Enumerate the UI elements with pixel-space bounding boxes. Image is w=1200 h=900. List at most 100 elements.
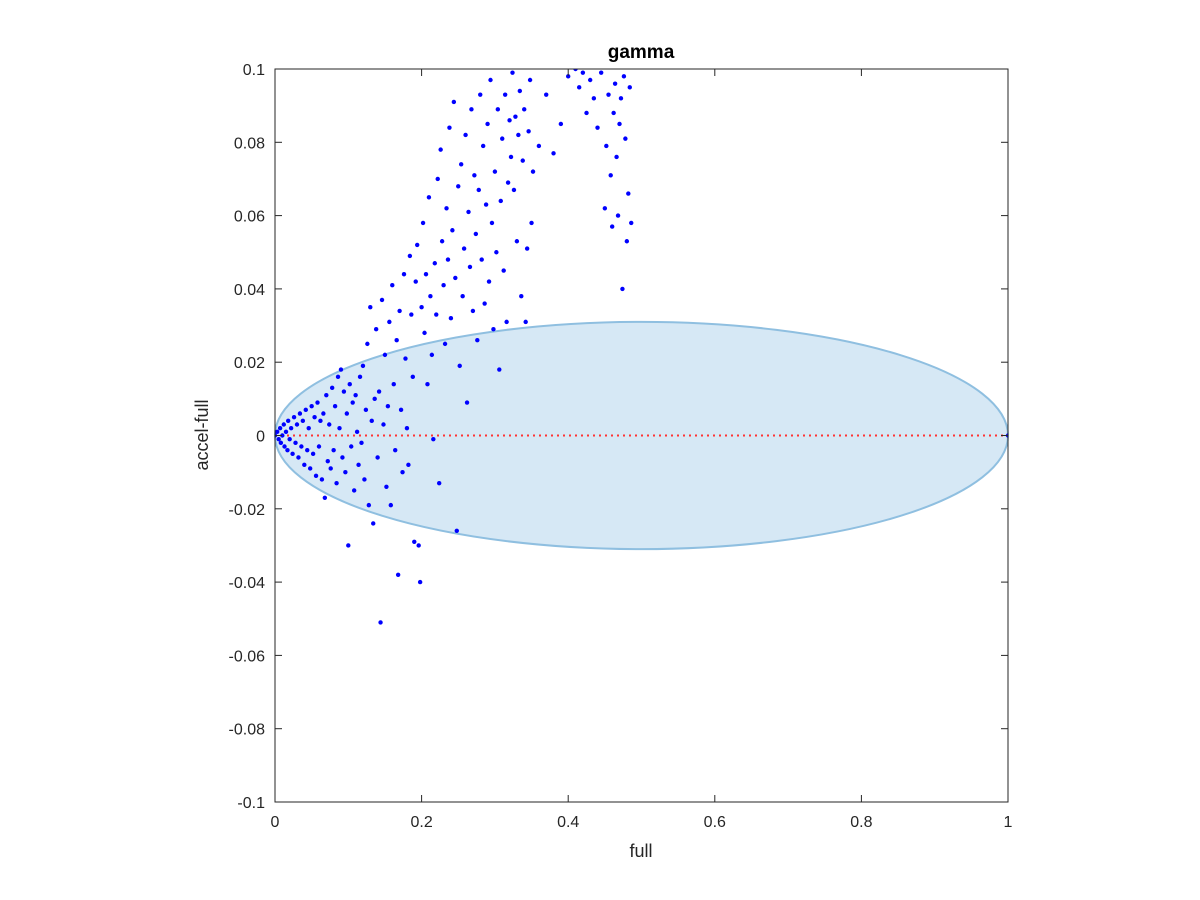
data-point [627, 85, 632, 90]
data-point [335, 374, 341, 380]
data-point [456, 184, 461, 189]
data-point [375, 455, 380, 460]
x-tick-label: 0.6 [704, 814, 726, 831]
data-point [573, 69, 578, 72]
y-tick-label: 0 [256, 429, 265, 446]
data-point [558, 121, 564, 127]
data-point [523, 319, 528, 325]
data-point [480, 143, 486, 149]
data-point [332, 403, 338, 409]
data-point [621, 74, 627, 79]
data-point [432, 261, 437, 266]
x-tick-label: 0.8 [850, 814, 872, 831]
data-point [442, 341, 448, 347]
data-point [482, 301, 487, 306]
data-point [626, 191, 631, 196]
data-point [434, 312, 439, 317]
data-point [334, 480, 339, 486]
data-point [461, 246, 467, 251]
data-point [297, 411, 303, 416]
data-point [376, 389, 382, 394]
data-point [580, 70, 586, 75]
data-point [296, 455, 301, 460]
data-point [472, 173, 477, 178]
data-point [604, 143, 609, 149]
data-point [302, 462, 307, 468]
data-point [382, 352, 388, 358]
data-point [275, 429, 280, 435]
data-point [435, 176, 440, 182]
data-point [530, 169, 536, 174]
data-point [400, 469, 405, 475]
data-point [390, 283, 395, 288]
x-tick-label: 0.4 [557, 814, 579, 831]
data-point [458, 162, 464, 167]
data-point [448, 316, 454, 321]
data-point [398, 407, 404, 413]
data-point [617, 121, 622, 127]
data-point [303, 407, 308, 413]
data-point [507, 118, 512, 123]
data-point [453, 275, 458, 281]
data-point [397, 308, 402, 314]
data-point [307, 466, 313, 471]
y-tick-label: 0.08 [234, 135, 265, 152]
data-point [467, 264, 473, 270]
data-point [280, 433, 285, 438]
data-point [445, 257, 451, 262]
data-point [413, 279, 418, 284]
data-point [363, 407, 369, 413]
data-point [362, 477, 367, 482]
data-point [536, 143, 542, 149]
data-point [504, 319, 509, 325]
data-point [510, 70, 515, 75]
data-point [360, 363, 366, 369]
data-point [473, 231, 479, 237]
data-point [394, 338, 399, 343]
data-point [328, 466, 333, 471]
data-point [283, 429, 289, 435]
data-point [306, 425, 311, 431]
data-point [341, 389, 347, 394]
data-point [285, 447, 290, 453]
data-point [624, 239, 630, 244]
data-point [602, 206, 608, 211]
data-point [282, 444, 287, 449]
x-axis-label: full [629, 841, 652, 861]
data-point [478, 92, 483, 97]
data-point [410, 374, 416, 380]
x-tick-label: 0 [271, 814, 280, 831]
chart-title: gamma [608, 42, 675, 63]
data-point [368, 305, 373, 310]
data-point [517, 88, 523, 94]
data-point [615, 213, 621, 218]
data-point [495, 107, 501, 112]
data-point [324, 392, 329, 398]
data-point [587, 77, 593, 83]
data-point [551, 151, 556, 156]
data-point [354, 429, 360, 435]
data-point [287, 436, 292, 442]
data-point [309, 403, 314, 409]
data-point [614, 154, 619, 160]
data-point [346, 543, 351, 548]
data-point [425, 381, 430, 387]
data-point [457, 363, 462, 369]
data-point [522, 107, 527, 112]
data-point [300, 418, 306, 424]
data-point [369, 418, 374, 424]
data-point [316, 444, 322, 449]
data-point [494, 250, 499, 255]
data-point [454, 528, 459, 533]
y-tick-label: 0.02 [234, 355, 265, 372]
data-point [629, 220, 634, 226]
data-point [373, 327, 379, 332]
data-point [463, 132, 468, 138]
data-point [501, 268, 506, 273]
data-point [321, 411, 326, 416]
data-point [609, 224, 615, 229]
data-point [347, 381, 352, 387]
data-point [393, 447, 398, 453]
data-point [591, 96, 597, 101]
data-point [438, 147, 443, 152]
